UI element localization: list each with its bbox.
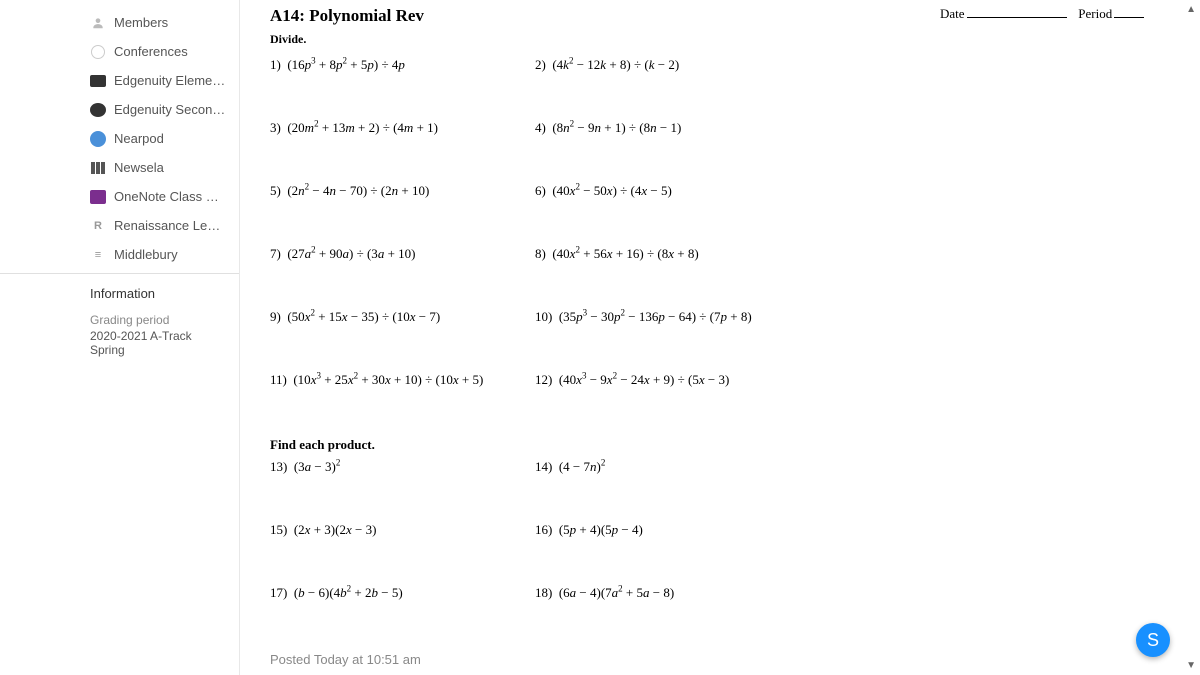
problem-3: 3) (20m2 + 13m + 2) ÷ (4m + 1)	[270, 120, 438, 136]
problem-17: 17) (b − 6)(4b2 + 2b − 5)	[270, 585, 403, 601]
grading-value: 2020-2021 A-Track Spring	[0, 329, 239, 363]
sidebar-label: OneNote Class Notebo...	[114, 189, 227, 204]
sidebar-item-conferences[interactable]: Conferences	[0, 37, 239, 66]
problem-6: 6) (40x2 − 50x) ÷ (4x − 5)	[535, 183, 672, 199]
renaissance-icon: R	[90, 218, 106, 234]
sidebar-item-middlebury[interactable]: ≡ Middlebury	[0, 240, 239, 269]
app-icon	[90, 102, 106, 118]
sidebar-item-newsela[interactable]: Newsela	[0, 153, 239, 182]
sidebar-label: Renaissance Learning	[114, 218, 227, 233]
problem-7: 7) (27a2 + 90a) ÷ (3a + 10)	[270, 246, 415, 262]
sidebar-item-edgenuity-sec[interactable]: Edgenuity Secondary	[0, 95, 239, 124]
sidebar-item-members[interactable]: Members	[0, 8, 239, 37]
app-icon	[90, 73, 106, 89]
nearpod-icon	[90, 131, 106, 147]
sidebar-item-onenote[interactable]: OneNote Class Notebo...	[0, 182, 239, 211]
sidebar: Members Conferences Edgenuity Elementary…	[0, 0, 240, 675]
circle-icon	[90, 44, 106, 60]
period-label: Period	[1078, 6, 1112, 21]
problem-11: 11) (10x3 + 25x2 + 30x + 10) ÷ (10x + 5)	[270, 372, 483, 388]
sidebar-label: Conferences	[114, 44, 188, 59]
problem-16: 16) (5p + 4)(5p − 4)	[535, 522, 643, 538]
sidebar-item-edgenuity-elem[interactable]: Edgenuity Elementary	[0, 66, 239, 95]
doc-header-right: Date Period	[940, 6, 1146, 22]
problem-2: 2) (4k2 − 12k + 8) ÷ (k − 2)	[535, 57, 679, 73]
main-content: A14: Polynomial Rev Date Period Divide. …	[240, 0, 1180, 675]
section-divide: Divide.	[270, 32, 1150, 47]
person-icon	[90, 15, 106, 31]
scroll-up-icon[interactable]: ▲	[1186, 4, 1196, 15]
sidebar-label: Edgenuity Elementary	[114, 73, 227, 88]
problem-10: 10) (35p3 − 30p2 − 136p − 64) ÷ (7p + 8)	[535, 309, 752, 325]
newsela-icon	[90, 160, 106, 176]
date-label: Date	[940, 6, 965, 21]
chat-letter: S	[1147, 630, 1159, 651]
sidebar-label: Middlebury	[114, 247, 178, 262]
problem-5: 5) (2n2 − 4n − 70) ÷ (2n + 10)	[270, 183, 429, 199]
problem-1: 1) (16p3 + 8p2 + 5p) ÷ 4p	[270, 57, 405, 73]
problem-15: 15) (2x + 3)(2x − 3)	[270, 522, 376, 538]
problem-4: 4) (8n2 − 9n + 1) ÷ (8n − 1)	[535, 120, 681, 136]
sidebar-item-renaissance[interactable]: R Renaissance Learning	[0, 211, 239, 240]
problem-8: 8) (40x2 + 56x + 16) ÷ (8x + 8)	[535, 246, 699, 262]
onenote-icon	[90, 189, 106, 205]
sidebar-item-nearpod[interactable]: Nearpod	[0, 124, 239, 153]
problem-18: 18) (6a − 4)(7a2 + 5a − 8)	[535, 585, 674, 601]
problem-12: 12) (40x3 − 9x2 − 24x + 9) ÷ (5x − 3)	[535, 372, 729, 388]
problem-9: 9) (50x2 + 15x − 35) ÷ (10x − 7)	[270, 309, 440, 325]
problem-13: 13) (3a − 3)2	[270, 459, 340, 475]
sidebar-label: Nearpod	[114, 131, 164, 146]
sidebar-label: Newsela	[114, 160, 164, 175]
middlebury-icon: ≡	[90, 247, 106, 263]
sidebar-label: Members	[114, 15, 168, 30]
posted-text: Posted Today at 10:51 am	[270, 652, 421, 667]
scroll-down-icon[interactable]: ▼	[1186, 660, 1196, 671]
section-product: Find each product.	[270, 437, 375, 453]
chat-button[interactable]: S	[1136, 623, 1170, 657]
grading-label: Grading period	[0, 307, 239, 329]
problem-14: 14) (4 − 7n)2	[535, 459, 605, 475]
sidebar-label: Edgenuity Secondary	[114, 102, 227, 117]
info-header: Information	[0, 273, 239, 307]
